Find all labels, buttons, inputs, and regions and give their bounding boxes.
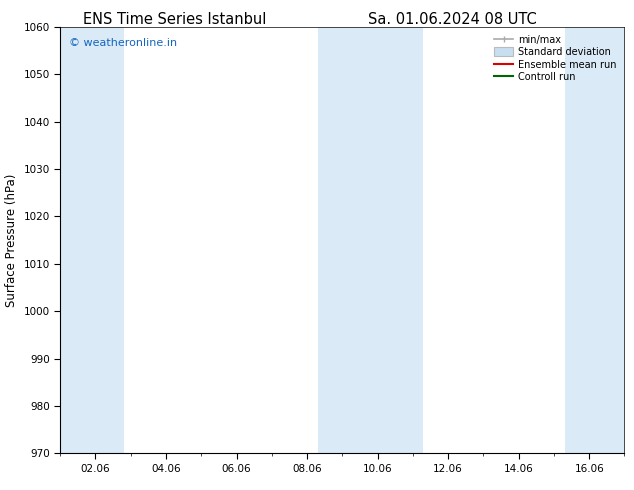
Bar bbox=[60, 27, 124, 453]
Bar bbox=[564, 27, 624, 453]
Legend: min/max, Standard deviation, Ensemble mean run, Controll run: min/max, Standard deviation, Ensemble me… bbox=[491, 32, 619, 85]
Bar bbox=[318, 27, 424, 453]
Text: ENS Time Series Istanbul: ENS Time Series Istanbul bbox=[83, 12, 266, 27]
Y-axis label: Surface Pressure (hPa): Surface Pressure (hPa) bbox=[5, 173, 18, 307]
Text: Sa. 01.06.2024 08 UTC: Sa. 01.06.2024 08 UTC bbox=[368, 12, 536, 27]
Text: © weatheronline.in: © weatheronline.in bbox=[68, 38, 177, 48]
